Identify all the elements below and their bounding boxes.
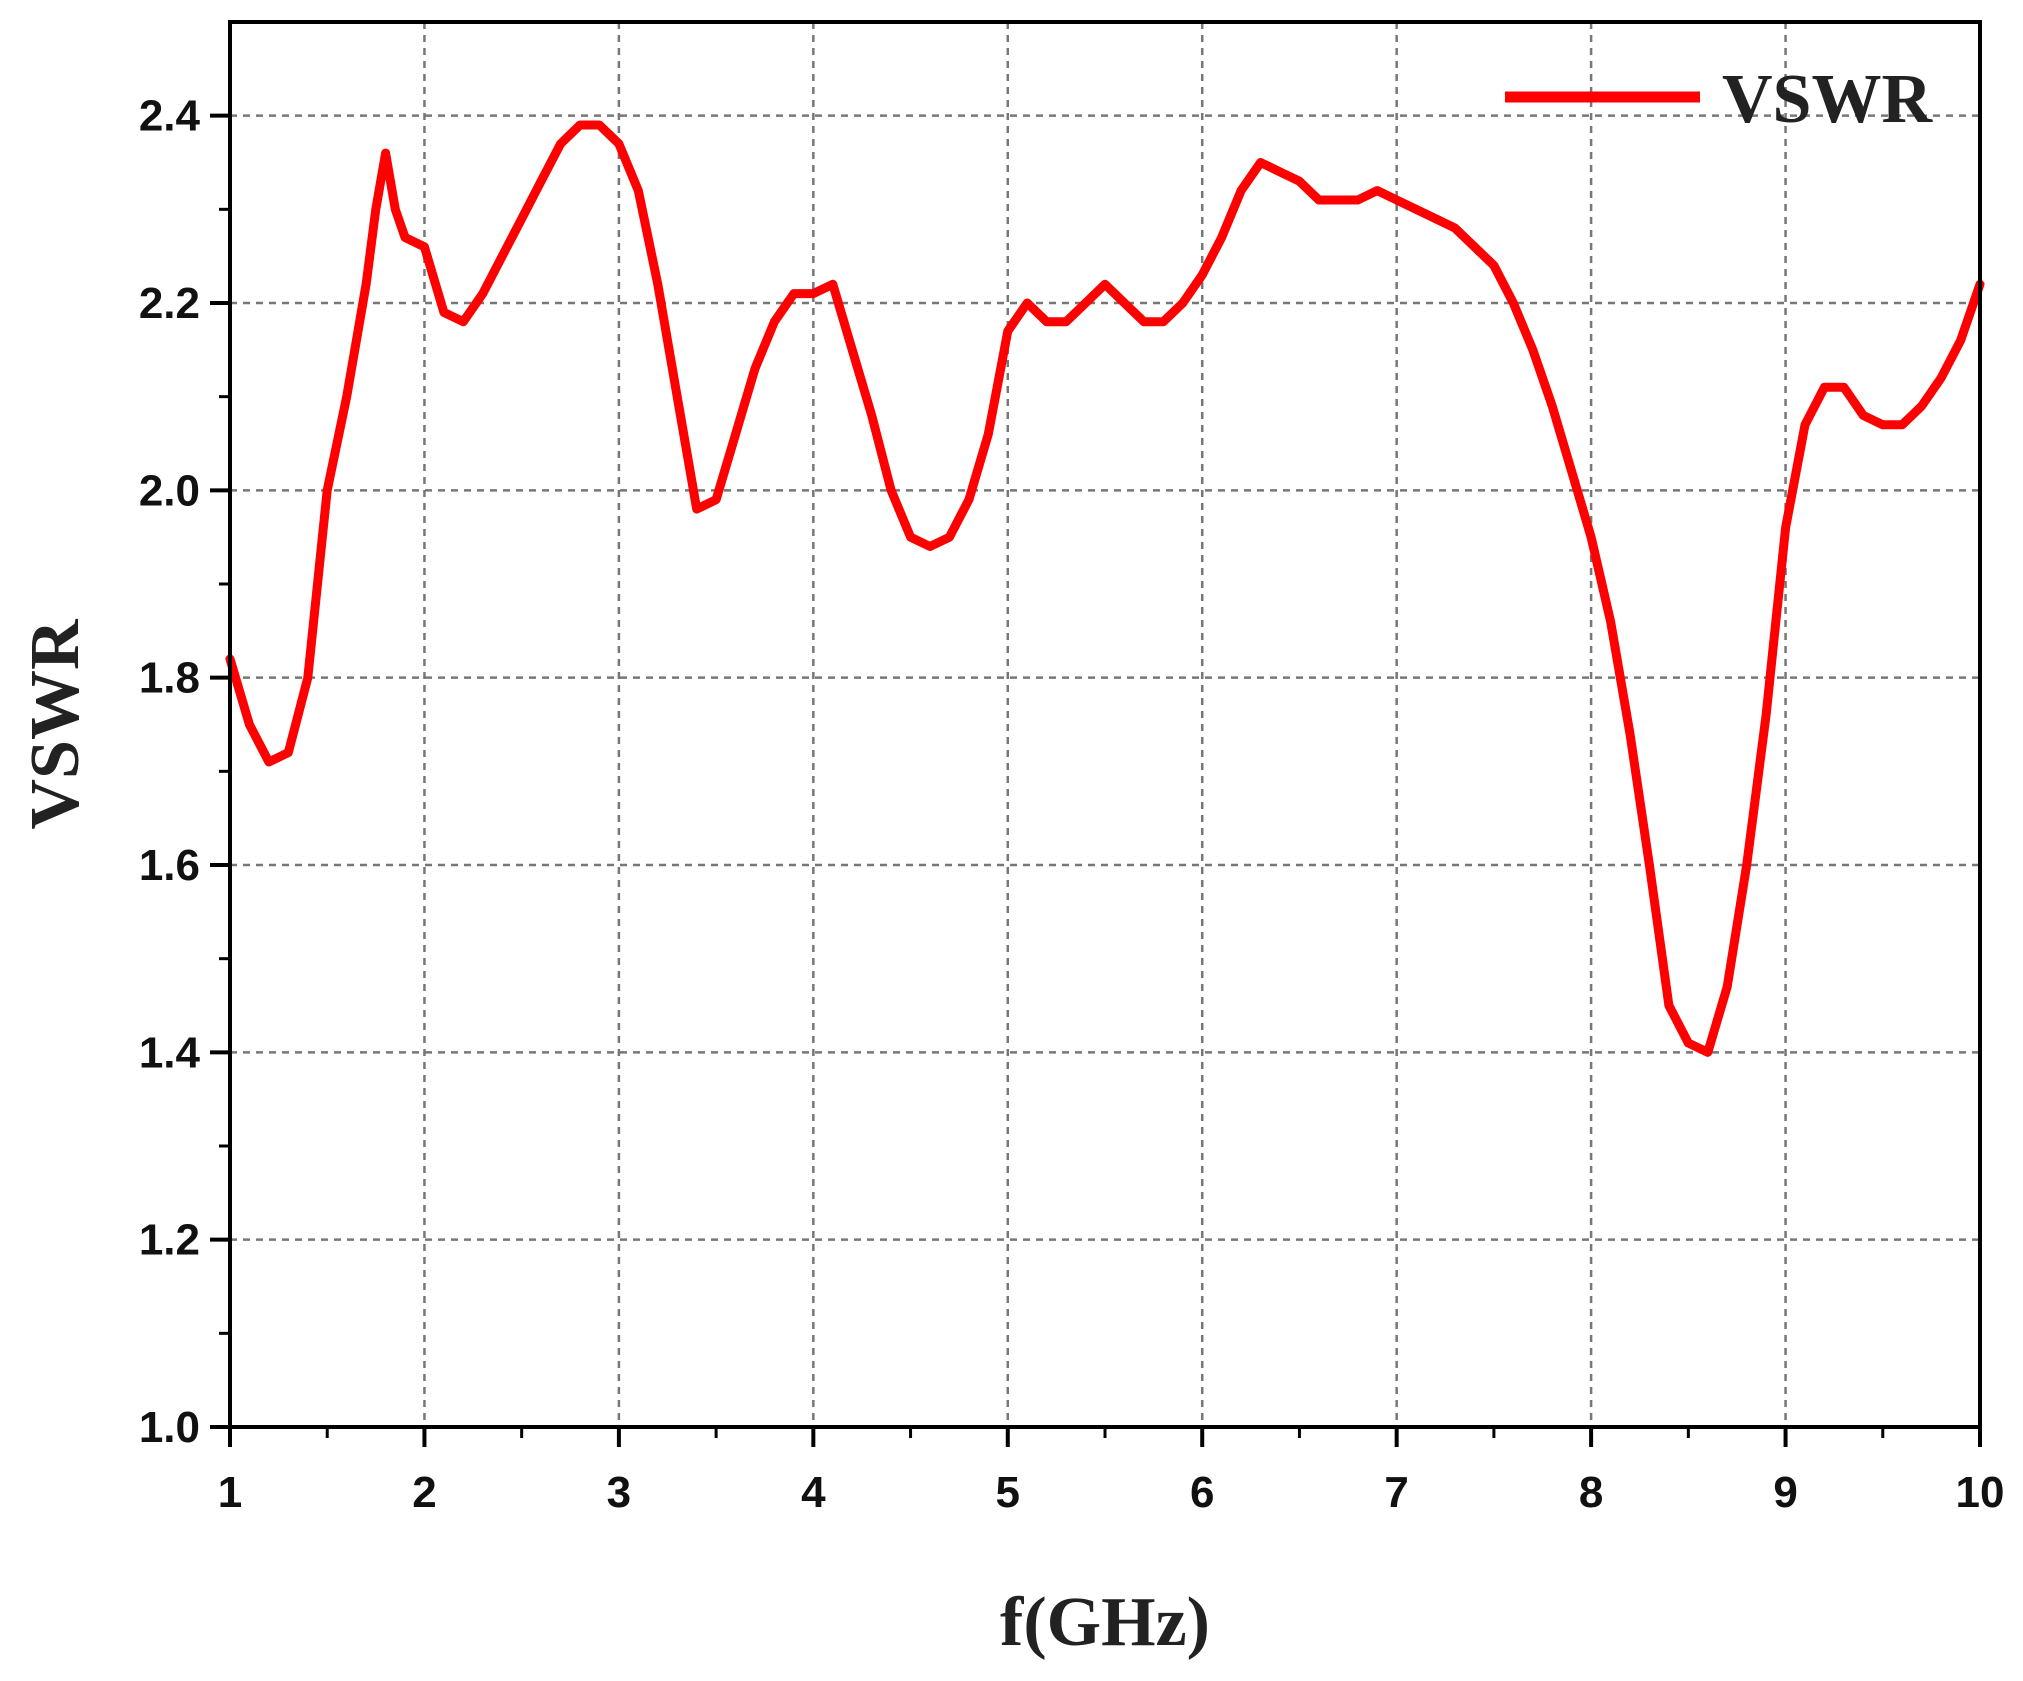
- x-tick-label: 10: [1956, 1468, 2005, 1517]
- grid-lines: [230, 22, 1980, 1427]
- plot-frame: [228, 20, 1982, 1429]
- y-tick-label: 2.0: [139, 466, 200, 515]
- y-tick-label: 2.4: [139, 92, 201, 141]
- major-ticks: [210, 113, 1982, 1447]
- x-tick-label: 3: [607, 1468, 631, 1517]
- y-axis-title: VSWR: [17, 618, 94, 829]
- x-tick-labels: 1 2 3 4 5 6 7 8 9 10: [218, 1468, 2005, 1517]
- x-tick-label: 9: [1773, 1468, 1797, 1517]
- y-tick-labels: 1.0 1.2 1.4 1.6 1.8 2.0 2.2 2.4: [139, 92, 201, 1452]
- series-line-vswr: [225, 120, 1985, 1057]
- x-tick-label: 6: [1190, 1468, 1214, 1517]
- y-tick-label: 1.2: [139, 1216, 200, 1265]
- series-group: [225, 120, 1985, 1057]
- legend-label-vswr: VSWR: [1722, 61, 1933, 138]
- x-tick-label: 4: [801, 1468, 826, 1517]
- y-tick-label: 1.8: [139, 654, 200, 703]
- x-tick-label: 8: [1579, 1468, 1603, 1517]
- x-axis-title: f(GHz): [1000, 1584, 1210, 1661]
- x-tick-label: 5: [996, 1468, 1020, 1517]
- y-tick-label: 1.4: [139, 1028, 201, 1077]
- x-tick-label: 2: [412, 1468, 436, 1517]
- legend: VSWR: [1505, 61, 1933, 138]
- y-tick-label: 1.0: [139, 1403, 200, 1452]
- x-tick-label: 1: [218, 1468, 242, 1517]
- y-tick-label: 1.6: [139, 841, 200, 890]
- y-tick-label: 2.2: [139, 279, 200, 328]
- minor-ticks: [219, 207, 1885, 1438]
- x-tick-label: 7: [1384, 1468, 1408, 1517]
